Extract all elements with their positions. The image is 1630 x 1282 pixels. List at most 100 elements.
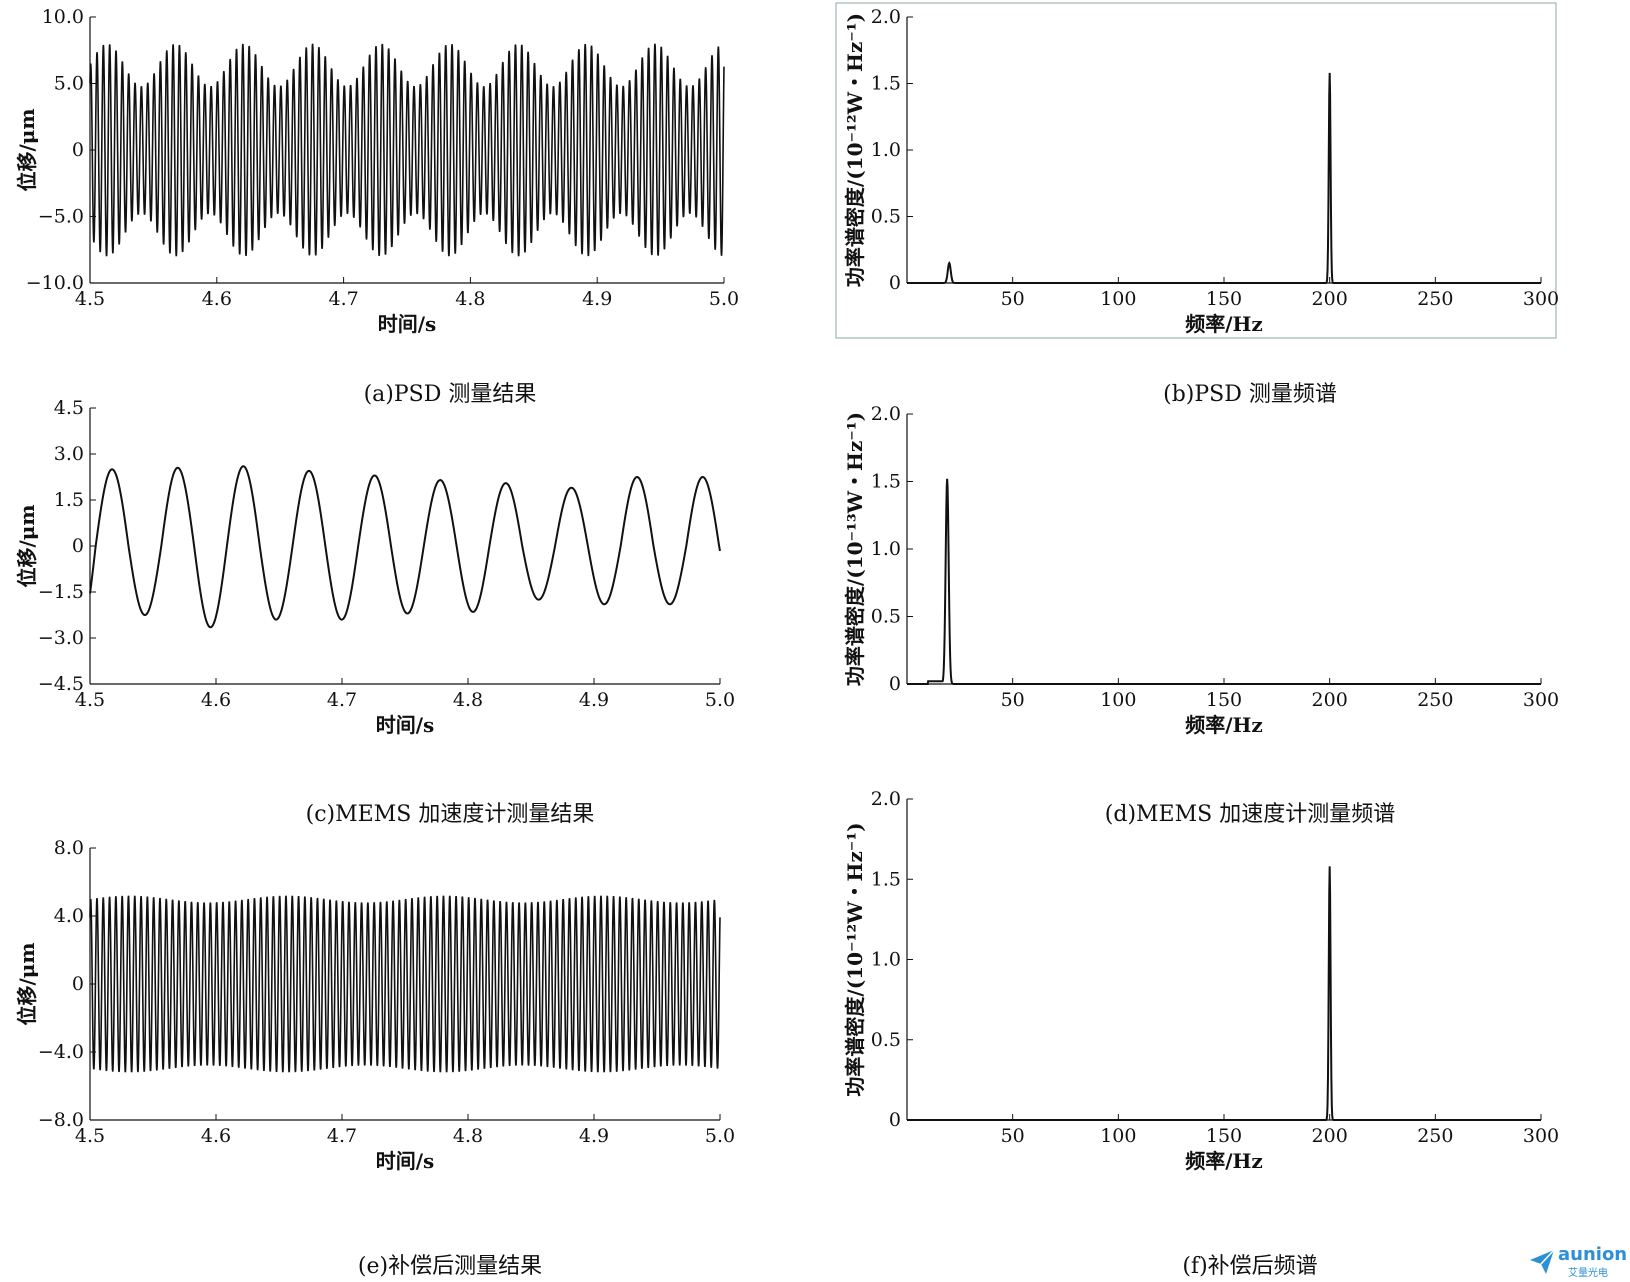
caption-b: (b)PSD 测量频谱 <box>1163 382 1337 407</box>
y-tick-label: 0 <box>72 973 84 995</box>
caption-e: (e)补偿后测量结果 <box>357 1254 543 1279</box>
x-tick-label: 50 <box>1001 288 1025 310</box>
caption-d: (d)MEMS 加速度计测量频谱 <box>1104 802 1396 827</box>
series-line <box>89 895 721 1073</box>
y-tick-label: 0 <box>889 673 901 695</box>
y-tick-label: 5.0 <box>54 73 84 95</box>
x-tick-label: 4.9 <box>579 1125 609 1147</box>
x-tick-label: 4.5 <box>75 1125 105 1147</box>
y-tick-label: 1.0 <box>871 538 901 560</box>
x-tick-label: 50 <box>1001 689 1025 711</box>
caption-f: (f)补偿后频谱 <box>1182 1254 1318 1279</box>
aunion-logo: aunion 艾量光电 <box>1528 1244 1628 1279</box>
x-tick-label: 4.6 <box>202 288 232 310</box>
y-tick-label: −1.5 <box>38 581 84 603</box>
x-tick-label: 4.6 <box>201 689 231 711</box>
y-tick-label: 8.0 <box>54 837 84 859</box>
y-tick-label: 1.0 <box>871 139 901 161</box>
x-tick-label: 300 <box>1523 288 1559 310</box>
chart-a: 4.5 4.6 4.7 4.8 4.9 5.0 −10.0 −5.0 0 5.0 10.0 时间/s 位… <box>15 6 739 336</box>
y-tick-label: 1.0 <box>871 949 901 971</box>
x-tick-label: 200 <box>1312 1125 1348 1147</box>
x-tick-label: 4.9 <box>582 288 612 310</box>
y-tick-label: −10.0 <box>26 272 84 294</box>
y-axis-label: 位移/μm <box>15 108 39 191</box>
y-tick-label: 2.0 <box>871 6 901 28</box>
y-tick-label: 10.0 <box>42 6 84 28</box>
x-tick-label: 4.5 <box>75 288 105 310</box>
y-tick-label: 2.0 <box>871 403 901 425</box>
y-tick-label: 3.0 <box>54 443 84 465</box>
x-tick-label: 4.8 <box>453 1125 483 1147</box>
x-axis-label: 频率/Hz <box>1185 713 1263 737</box>
y-axis-label: 位移/μm <box>15 504 39 587</box>
x-axis-label: 时间/s <box>378 312 437 336</box>
y-tick-label: 1.5 <box>54 489 84 511</box>
caption-c: (c)MEMS 加速度计测量结果 <box>305 802 595 827</box>
y-tick-label: 4.0 <box>54 905 84 927</box>
y-tick-label: 1.5 <box>871 73 901 95</box>
x-tick-label: 100 <box>1100 1125 1136 1147</box>
y-tick-label: 0 <box>72 535 84 557</box>
x-axis-label: 频率/Hz <box>1185 312 1263 336</box>
x-tick-label: 200 <box>1312 689 1348 711</box>
x-tick-label: 50 <box>1001 1125 1025 1147</box>
x-tick-label: 4.8 <box>455 288 485 310</box>
caption-a: (a)PSD 测量结果 <box>363 382 537 407</box>
y-tick-label: −8.0 <box>38 1109 84 1131</box>
x-tick-label: 250 <box>1417 1125 1453 1147</box>
y-tick-label: 1.5 <box>871 868 901 890</box>
series-line <box>89 43 725 257</box>
y-axis-label: 功率谱密度/(10⁻¹³W・Hz⁻¹) <box>843 412 867 686</box>
x-tick-label: 300 <box>1523 1125 1559 1147</box>
x-axis-label: 频率/Hz <box>1185 1149 1263 1173</box>
x-tick-label: 4.7 <box>327 689 357 711</box>
y-tick-label: 2.0 <box>871 788 901 810</box>
x-tick-label: 150 <box>1206 689 1242 711</box>
y-tick-label: −4.5 <box>38 673 84 695</box>
y-axis-label: 功率谱密度/(10⁻¹²W・Hz⁻¹) <box>843 822 867 1096</box>
y-axis-label: 功率谱密度/(10⁻¹²W・Hz⁻¹) <box>843 13 867 287</box>
y-tick-label: 0.5 <box>871 1029 901 1051</box>
x-tick-label: 4.5 <box>75 689 105 711</box>
chart-d: 50 100 150 200 250 300 0 0.5 1.0 1.5 2.0 频率/Hz 功率谱密度… <box>843 403 1559 737</box>
x-tick-label: 150 <box>1206 288 1242 310</box>
chart-f: 50 100 150 200 250 300 0 0.5 1.0 1.5 2.0 频率/Hz 功率谱密度… <box>843 788 1559 1173</box>
y-tick-label: 0 <box>889 272 901 294</box>
x-axis-label: 时间/s <box>376 713 435 737</box>
y-tick-label: 0.5 <box>871 206 901 228</box>
x-tick-label: 5.0 <box>705 689 735 711</box>
chart-e: 4.5 4.6 4.7 4.8 4.9 5.0 −8.0 −4.0 0 4.0 8.0 时间/s 位移/… <box>15 837 735 1173</box>
x-tick-label: 250 <box>1417 288 1453 310</box>
x-tick-label: 100 <box>1100 689 1136 711</box>
x-tick-label: 300 <box>1523 689 1559 711</box>
x-axis-label: 时间/s <box>376 1149 435 1173</box>
chart-c: 4.5 4.6 4.7 4.8 4.9 5.0 −4.5 −3.0 −1.5 0 1.5 3.0 4.5… <box>15 397 735 737</box>
series-line <box>907 866 1541 1121</box>
x-tick-label: 100 <box>1100 288 1136 310</box>
x-tick-label: 4.7 <box>328 288 358 310</box>
y-tick-label: 0.5 <box>871 606 901 628</box>
logo-sub: 艾量光电 <box>1568 1268 1608 1279</box>
y-tick-label: −4.0 <box>38 1041 84 1063</box>
series-line <box>89 465 721 629</box>
x-tick-label: 4.7 <box>327 1125 357 1147</box>
x-tick-label: 4.9 <box>579 689 609 711</box>
x-tick-label: 250 <box>1417 689 1453 711</box>
series-line <box>907 72 1541 284</box>
y-tick-label: 4.5 <box>54 397 84 419</box>
panel-frame <box>835 2 1557 339</box>
y-tick-label: 1.5 <box>871 471 901 493</box>
paper-plane-icon <box>1530 1249 1555 1274</box>
x-tick-label: 5.0 <box>705 1125 735 1147</box>
y-tick-label: 0 <box>889 1109 901 1131</box>
chart-b: 50 100 150 200 250 300 0 0.5 1.0 1.5 2.0 频率/Hz 功率谱密度… <box>835 2 1559 339</box>
x-tick-label: 150 <box>1206 1125 1242 1147</box>
y-tick-label: −5.0 <box>38 206 84 228</box>
x-tick-label: 4.8 <box>453 689 483 711</box>
y-tick-label: −3.0 <box>38 627 84 649</box>
logo-brand: aunion <box>1558 1244 1628 1265</box>
y-tick-label: 0 <box>72 139 84 161</box>
x-tick-label: 4.6 <box>201 1125 231 1147</box>
